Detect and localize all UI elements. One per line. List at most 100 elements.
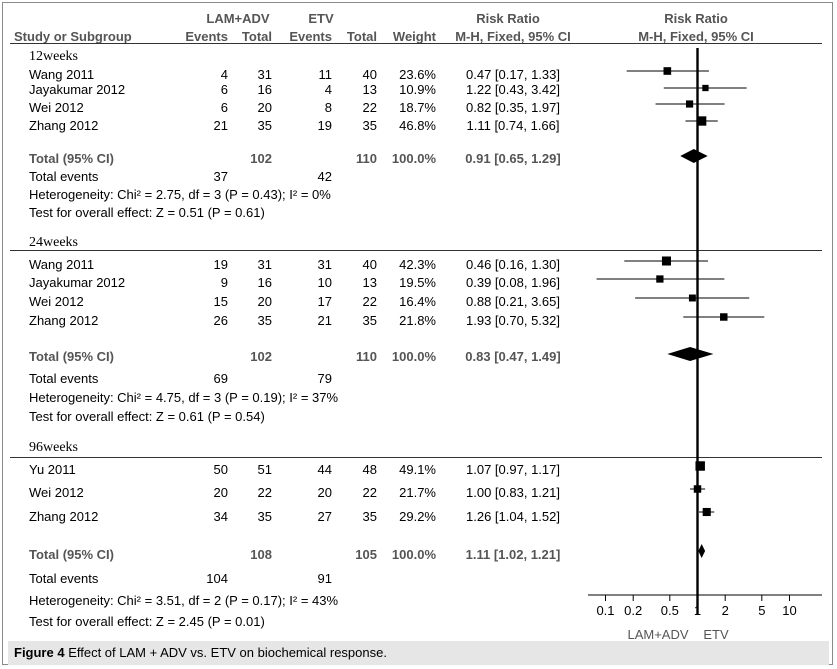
- events-ctl: 44: [317, 462, 332, 477]
- study-name: Wang 2011: [29, 257, 95, 272]
- header-method-plot: M-H, Fixed, 95% CI: [638, 29, 754, 44]
- events-exp: 50: [213, 462, 228, 477]
- events-exp: 21: [213, 118, 228, 133]
- caption-body: Effect of LAM + ADV vs. ETV on biochemic…: [64, 645, 387, 660]
- pooled-total-exp: 108: [250, 547, 272, 562]
- subgroup-divider: [10, 457, 822, 458]
- total-events-label: Total events: [29, 371, 99, 386]
- pooled-total-exp: 102: [250, 349, 272, 364]
- subgroup-label: 96weeks: [29, 440, 78, 455]
- total-ctl: 35: [362, 118, 377, 133]
- total-ctl: 35: [362, 313, 377, 328]
- total-events-ctl: 91: [317, 571, 332, 586]
- study-name: Zhang 2012: [29, 118, 99, 133]
- events-exp: 20: [213, 485, 228, 500]
- risk-ratio-ci: 1.11 [0.74, 1.66]: [466, 118, 560, 133]
- weight: 16.4%: [399, 294, 436, 309]
- figure-label: Figure 4: [14, 645, 65, 660]
- pooled-total-label: Total (95% CI): [29, 151, 114, 166]
- events-ctl: 11: [318, 67, 333, 82]
- total-ctl: 13: [362, 275, 377, 290]
- header-total-ctl: Total: [346, 29, 377, 44]
- total-ctl: 40: [362, 257, 377, 272]
- events-exp: 26: [213, 313, 228, 328]
- x-axis-tick-label: 5: [758, 603, 765, 618]
- total-exp: 22: [257, 485, 272, 500]
- caption-text: Figure 4 Effect of LAM + ADV vs. ETV on …: [14, 645, 387, 661]
- study-name: Wei 2012: [29, 294, 84, 309]
- weight: 29.2%: [399, 509, 436, 524]
- weight: 19.5%: [399, 275, 436, 290]
- risk-ratio-ci: 1.00 [0.83, 1.21]: [466, 485, 560, 500]
- header-total-exp: Total: [241, 29, 272, 44]
- events-exp: 19: [213, 257, 228, 272]
- events-ctl: 8: [324, 100, 332, 115]
- pooled-total-label: Total (95% CI): [29, 547, 114, 562]
- risk-ratio-ci: 0.39 [0.08, 1.96]: [466, 275, 560, 290]
- study-marker: [656, 275, 664, 283]
- pooled-total-exp: 102: [250, 151, 272, 166]
- weight: 21.7%: [399, 485, 436, 500]
- events-ctl: 19: [317, 118, 332, 133]
- favours-right-label: ETV: [703, 627, 729, 642]
- total-ctl: 22: [362, 485, 377, 500]
- weight: 42.3%: [399, 257, 436, 272]
- events-ctl: 31: [317, 257, 332, 272]
- total-events-label: Total events: [29, 571, 99, 586]
- overall-effect-text: Test for overall effect: Z = 2.45 (P = 0…: [29, 614, 265, 629]
- total-events-label: Total events: [29, 169, 99, 184]
- heterogeneity-text: Heterogeneity: Chi² = 3.51, df = 2 (P = …: [29, 593, 339, 608]
- risk-ratio-ci: 0.82 [0.35, 1.97]: [466, 100, 560, 115]
- study-name: Zhang 2012: [29, 509, 99, 524]
- subgroup-label: 24weeks: [29, 235, 78, 250]
- header-risk-ratio-plot: Risk Ratio: [664, 11, 728, 26]
- events-exp: 4: [220, 67, 228, 82]
- study-marker: [702, 507, 711, 517]
- events-ctl: 4: [324, 82, 332, 97]
- overall-effect-text: Test for overall effect: Z = 0.51 (P = 0…: [29, 205, 265, 220]
- total-events-ctl: 42: [317, 169, 332, 184]
- risk-ratio-ci: 1.07 [0.97, 1.17]: [466, 462, 560, 477]
- x-axis-tick-label: 0.5: [661, 603, 679, 618]
- pooled-ci: 1.11 [1.02, 1.21]: [465, 547, 561, 562]
- total-ctl: 40: [362, 67, 377, 82]
- study-marker: [702, 84, 709, 92]
- subgroup-label: 12weeks: [29, 49, 78, 64]
- total-exp: 35: [257, 509, 272, 524]
- total-events-exp: 37: [213, 169, 228, 184]
- study-marker: [685, 100, 694, 108]
- pooled-weight: 100.0%: [391, 151, 436, 166]
- total-exp: 35: [257, 118, 272, 133]
- heterogeneity-text: Heterogeneity: Chi² = 2.75, df = 3 (P = …: [29, 187, 331, 202]
- events-ctl: 20: [317, 485, 332, 500]
- events-exp: 15: [213, 294, 228, 309]
- x-axis-tick-label: 0.1: [596, 603, 614, 618]
- events-ctl: 10: [317, 275, 332, 290]
- pooled-diamond: [698, 544, 706, 558]
- header-group-ctl: ETV: [308, 11, 334, 26]
- risk-ratio-ci: 1.22 [0.43, 3.42]: [466, 82, 560, 97]
- pooled-total-ctl: 105: [355, 547, 377, 562]
- header-events-exp: Events: [185, 29, 228, 44]
- total-exp: 16: [257, 82, 272, 97]
- risk-ratio-ci: 1.93 [0.70, 5.32]: [466, 313, 560, 328]
- risk-ratio-ci: 0.46 [0.16, 1.30]: [466, 257, 560, 272]
- header-study: Study or Subgroup: [14, 29, 132, 44]
- total-ctl: 22: [362, 294, 377, 309]
- favours-left-label: LAM+ADV: [627, 627, 689, 642]
- study-name: Yu 2011: [29, 462, 76, 477]
- total-events-exp: 69: [213, 371, 228, 386]
- weight: 18.7%: [399, 100, 436, 115]
- study-marker: [695, 461, 705, 471]
- pooled-total-label: Total (95% CI): [29, 349, 114, 364]
- weight: 46.8%: [399, 118, 436, 133]
- total-ctl: 22: [362, 100, 377, 115]
- study-name: Zhang 2012: [29, 313, 99, 328]
- total-exp: 16: [257, 275, 272, 290]
- x-axis-tick-label: 1: [694, 603, 701, 618]
- x-axis-tick-label: 2: [722, 603, 729, 618]
- events-exp: 9: [220, 275, 228, 290]
- study-marker: [663, 67, 672, 75]
- pooled-ci: 0.91 [0.65, 1.29]: [465, 151, 561, 166]
- study-marker: [720, 313, 728, 321]
